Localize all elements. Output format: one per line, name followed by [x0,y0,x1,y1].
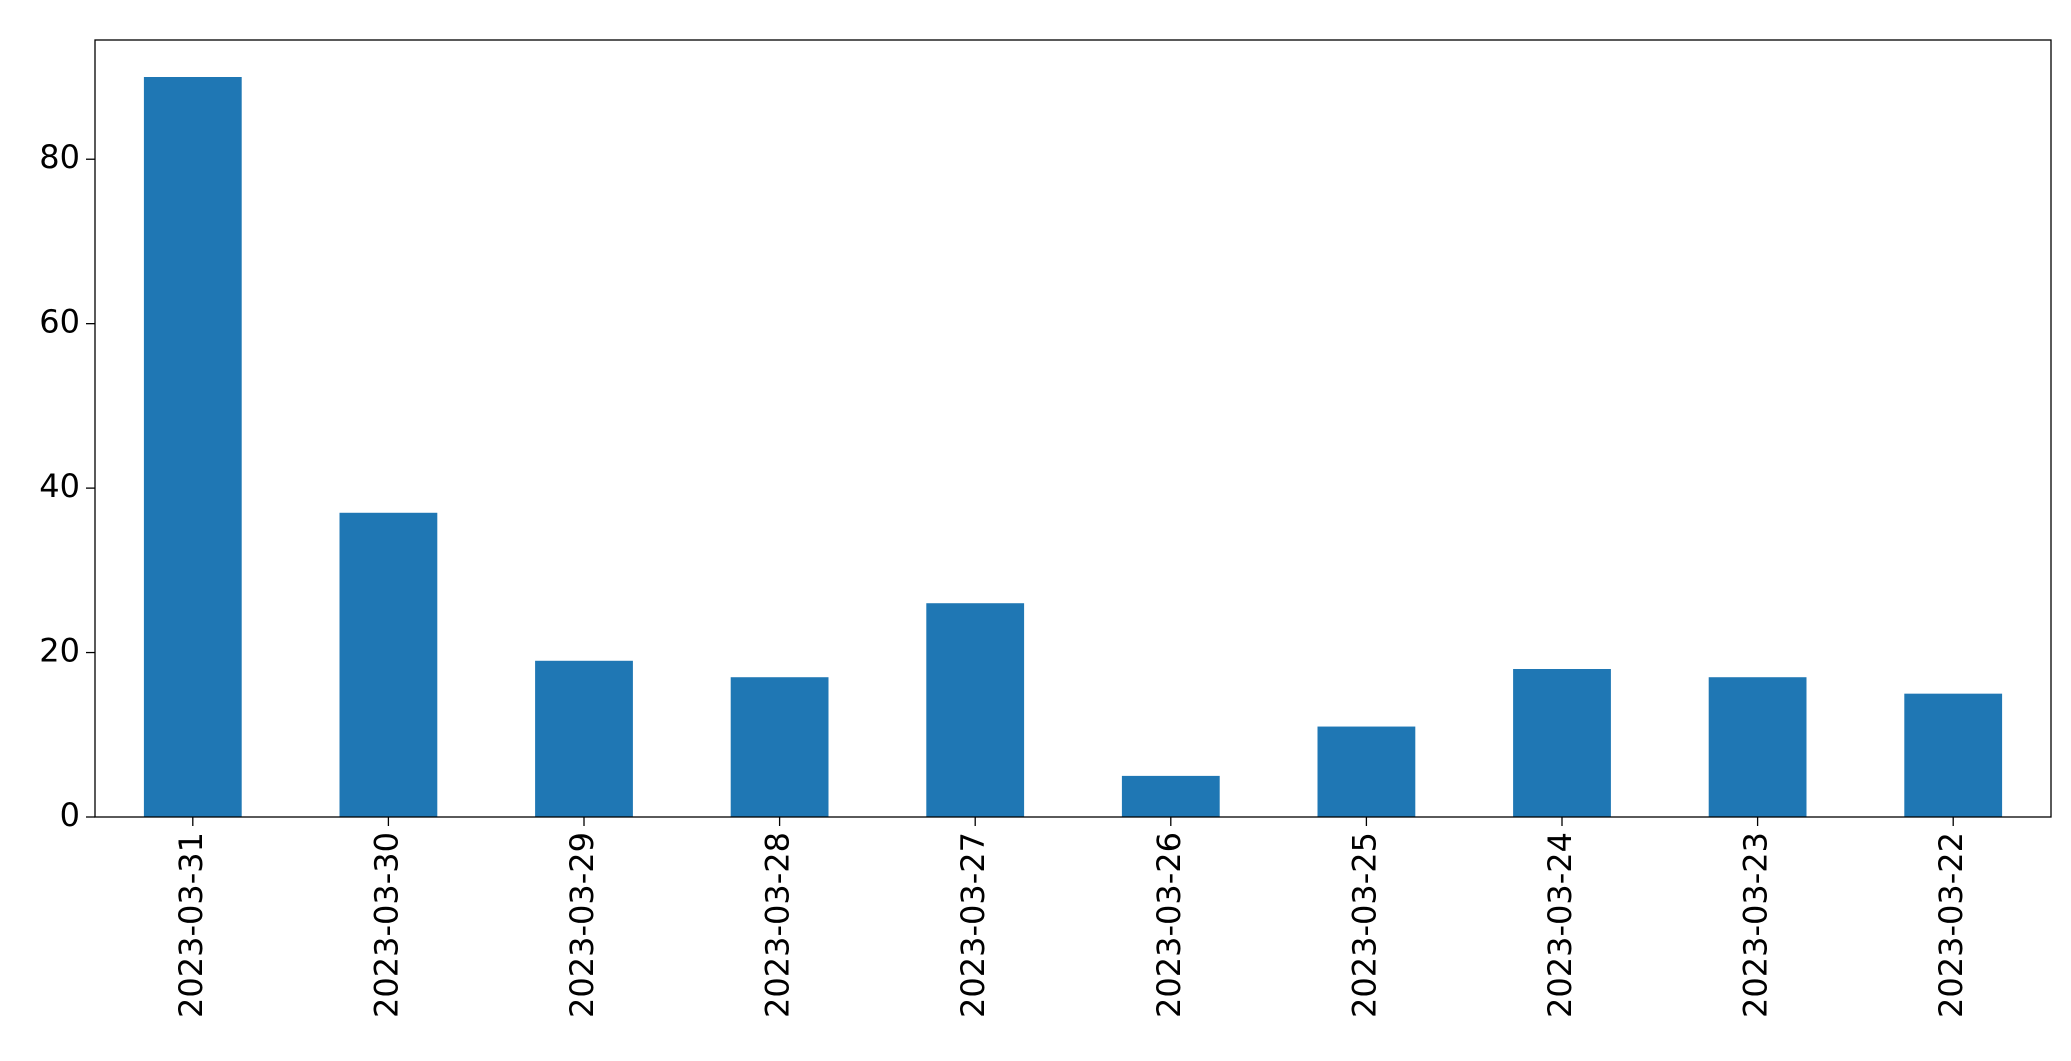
bar [1904,693,2003,817]
bar [730,677,829,817]
x-tick-label: 2023-03-30 [367,832,405,1018]
x-tick-label: 2023-03-22 [1932,832,1970,1018]
x-tick-label: 2023-03-27 [954,832,992,1018]
bar [1317,726,1416,817]
y-tick-label: 40 [39,467,80,505]
x-tick-label: 2023-03-28 [759,832,797,1018]
y-tick-label: 0 [60,796,80,834]
bar [1513,669,1611,817]
x-tick-label: 2023-03-25 [1345,832,1383,1018]
x-tick-label: 2023-03-29 [563,832,601,1018]
x-tick-label: 2023-03-26 [1150,832,1188,1018]
bar [1708,677,1807,817]
plot-frame [94,39,2052,818]
x-tick-label: 2023-03-24 [1541,832,1579,1018]
y-tick-label: 20 [39,632,80,670]
bar [926,603,1025,817]
y-tick-label: 60 [39,303,80,341]
x-tick-label: 2023-03-31 [172,832,210,1018]
bar [535,660,633,817]
y-tick-label: 80 [39,138,80,176]
bar [1121,775,1220,817]
x-tick-label: 2023-03-23 [1737,832,1775,1018]
bar [339,512,438,817]
bar [143,77,242,817]
